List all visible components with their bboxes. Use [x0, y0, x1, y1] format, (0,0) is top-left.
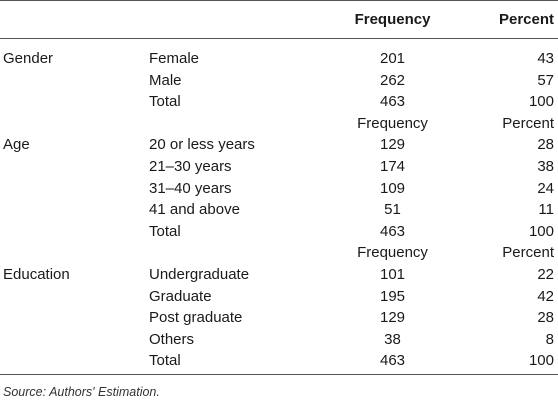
table-header-row: Frequency Percent [0, 0, 558, 39]
row-frequency-cell: 174 [379, 157, 406, 175]
row-item-cell: Total [146, 350, 318, 375]
source-note: Source: Authors' Estimation. [3, 385, 160, 399]
row-percent-cell: 100 [528, 93, 554, 111]
row-item-cell: Female [149, 50, 200, 67]
header-blank-category [0, 0, 146, 39]
row-item-cell: Others [149, 330, 195, 348]
row-category-cell [0, 221, 146, 243]
row-frequency-cell: 129 [379, 136, 406, 154]
row-item-cell: Post graduate [149, 309, 243, 327]
table-row: 21–30 years 174 38 [0, 156, 558, 178]
table-row: Total 463 100 [0, 91, 558, 113]
row-item-cell: 41 and above [149, 201, 240, 219]
row-percent-cell: 100 [528, 222, 554, 240]
row-frequency-cell: 463 [379, 222, 406, 240]
row-percent-cell: 43 [537, 50, 554, 67]
table-row: Post graduate 129 28 [0, 307, 558, 329]
row-item-cell: Total [149, 222, 181, 240]
row-category-cell [0, 329, 146, 351]
row-percent-cell: 24 [537, 179, 554, 197]
row-category-cell: Age [3, 136, 30, 154]
table-row: Others 38 8 [0, 329, 558, 351]
row-item-cell: Male [149, 71, 182, 89]
row-item-cell [146, 242, 318, 264]
row-category-cell [0, 199, 146, 221]
row-percent-cell: 42 [537, 287, 554, 305]
row-frequency-cell: 201 [379, 50, 406, 67]
row-category-cell [0, 350, 146, 375]
row-category-cell [0, 242, 146, 264]
table-row: Gender Female 201 43 [0, 39, 558, 70]
row-category-cell [0, 178, 146, 200]
row-category-cell [0, 70, 146, 92]
row-item-cell [146, 113, 318, 135]
row-frequency-cell: 101 [379, 265, 406, 283]
table-row: Education Undergraduate 101 22 [0, 264, 558, 286]
row-item-cell: 21–30 years [149, 157, 232, 175]
table-row: Frequency Percent [0, 113, 558, 135]
row-percent-cell: 22 [537, 265, 554, 283]
row-item-cell: Undergraduate [149, 265, 250, 283]
row-percent-cell: 11 [538, 201, 554, 219]
row-category-cell [0, 307, 146, 329]
table-body: Gender Female 201 43 Male 262 57 Total 463 100 Fre… [0, 39, 558, 375]
row-frequency-cell: 129 [379, 309, 406, 327]
table-row: Frequency Percent [0, 242, 558, 264]
row-item-cell: 20 or less years [149, 136, 255, 154]
row-percent-cell: Percent [502, 114, 554, 132]
table-row: 41 and above 51 11 [0, 199, 558, 221]
row-frequency-cell: 195 [379, 287, 406, 305]
row-frequency-cell: Frequency [357, 114, 428, 132]
demographics-table: Frequency Percent Gender Female 201 43 Male 2… [0, 0, 558, 375]
row-percent-cell: 100 [467, 350, 558, 375]
row-frequency-cell: 109 [379, 179, 406, 197]
row-category-cell [0, 113, 146, 135]
row-category-cell: Gender [3, 50, 54, 67]
table-row: 31–40 years 109 24 [0, 178, 558, 200]
header-percent: Percent [467, 0, 558, 39]
row-frequency-cell: 463 [379, 93, 406, 111]
row-percent-cell: 8 [545, 330, 554, 348]
row-frequency-cell: 38 [384, 330, 401, 348]
row-percent-cell: 28 [537, 309, 554, 327]
table-row: Graduate 195 42 [0, 286, 558, 308]
table-row: Age 20 or less years 129 28 [0, 134, 558, 156]
table-row: Total 463 100 [0, 350, 558, 375]
row-percent-cell: 28 [537, 136, 554, 154]
row-item-cell: 31–40 years [149, 179, 232, 197]
row-category-cell [0, 156, 146, 178]
row-frequency-cell: 463 [318, 350, 467, 375]
header-blank-item [146, 0, 318, 39]
row-percent-cell: 57 [537, 71, 554, 89]
table-row: Total 463 100 [0, 221, 558, 243]
row-item-cell: Graduate [149, 287, 212, 305]
row-frequency-cell: 51 [384, 201, 401, 219]
row-percent-cell: 38 [537, 157, 554, 175]
row-category-cell: Education [3, 265, 70, 283]
row-category-cell [0, 286, 146, 308]
row-percent-cell: Percent [502, 244, 554, 262]
row-item-cell: Total [149, 93, 181, 111]
row-category-cell [0, 91, 146, 113]
header-frequency: Frequency [318, 0, 467, 39]
row-frequency-cell: 262 [379, 71, 406, 89]
row-frequency-cell: Frequency [357, 244, 428, 262]
table-row: Male 262 57 [0, 70, 558, 92]
